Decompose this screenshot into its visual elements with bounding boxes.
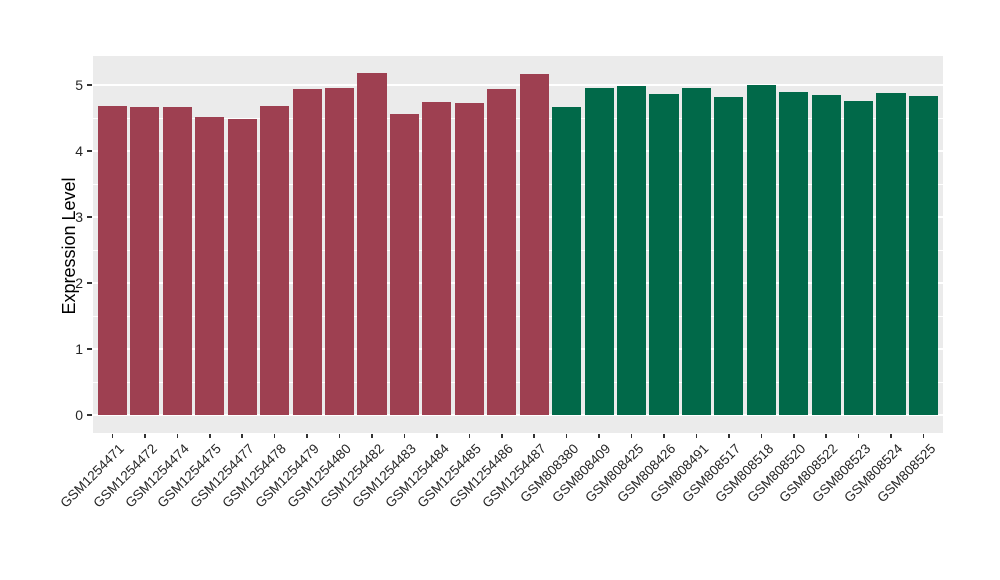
y-axis-tick-label: 1 [75,341,83,358]
x-axis-tick [728,434,730,438]
x-axis-tick [209,434,211,438]
bar-GSM1254479 [292,89,322,416]
major-gridline [93,84,943,87]
bar-GSM808518 [746,85,776,416]
x-axis-tick [241,434,243,438]
x-axis-tick [922,434,925,438]
y-axis-tick-label: 5 [75,77,83,94]
bar-GSM808425 [616,85,647,416]
bar-GSM1254485 [454,102,484,416]
bar-GSM1254487 [519,73,549,416]
x-axis-tick [436,434,438,438]
y-axis-tick [87,84,92,86]
bar-GSM1254483 [389,114,420,416]
x-axis-tick [306,434,308,438]
bar-GSM808524 [876,92,906,416]
minor-gridline [93,249,943,251]
y-axis-title: Expression Level [59,177,79,315]
x-axis-tick [533,434,535,438]
bar-GSM808517 [714,96,744,416]
x-axis-tick [468,434,471,438]
minor-gridline [93,117,943,119]
x-axis-tick [857,434,860,438]
bar-GSM1254471 [97,106,128,416]
y-axis-tick-label: 4 [75,143,83,160]
y-axis-tick [87,282,92,284]
major-gridline [93,414,943,417]
minor-gridline [93,315,943,317]
bar-GSM1254486 [487,89,517,416]
bar-GSM1254472 [130,106,160,416]
major-gridline [93,216,943,219]
x-axis-tick [890,434,892,438]
major-gridline [93,348,943,351]
bar-GSM808522 [811,94,841,416]
x-axis-tick [565,434,568,438]
minor-gridline [93,381,943,383]
major-gridline [93,150,943,153]
bar-GSM1254484 [422,102,452,416]
bar-GSM1254474 [162,106,192,416]
x-axis-tick [371,434,373,438]
bar-GSM808520 [779,91,809,416]
x-axis-tick [598,434,600,438]
minor-gridline [93,183,943,185]
x-axis-tick [338,434,341,438]
x-axis-tick [176,434,179,438]
y-axis-tick-label: 0 [75,407,83,424]
y-axis-tick-label: 2 [75,275,83,292]
bar-GSM1254477 [227,119,257,416]
x-axis-tick [793,434,795,438]
y-axis-tick [87,150,92,152]
y-axis-tick [87,414,92,416]
bar-GSM808426 [649,94,679,416]
y-axis-tick [87,216,92,218]
bar-GSM1254480 [324,88,355,416]
bar-GSM808523 [844,100,874,416]
bar-GSM1254482 [357,73,387,416]
y-axis-tick [87,348,92,350]
bar-GSM808380 [552,107,582,416]
x-axis-tick [403,434,406,438]
bar-GSM1254475 [195,117,225,416]
bar-GSM808491 [681,88,712,416]
bar-GSM808409 [584,88,614,416]
y-axis-tick-label: 3 [75,209,83,226]
major-gridline [93,282,943,285]
bar-GSM808525 [908,95,939,416]
plot-panel [93,56,943,433]
x-axis-tick [111,434,114,438]
x-axis-tick [695,434,698,438]
bar-GSM1254478 [260,105,290,416]
x-axis-tick [273,434,276,438]
x-axis-tick [663,434,665,438]
x-axis-tick [760,434,763,438]
x-axis-tick [630,434,633,438]
x-axis-tick [825,434,827,438]
x-axis-tick [501,434,503,438]
x-axis-tick [144,434,146,438]
